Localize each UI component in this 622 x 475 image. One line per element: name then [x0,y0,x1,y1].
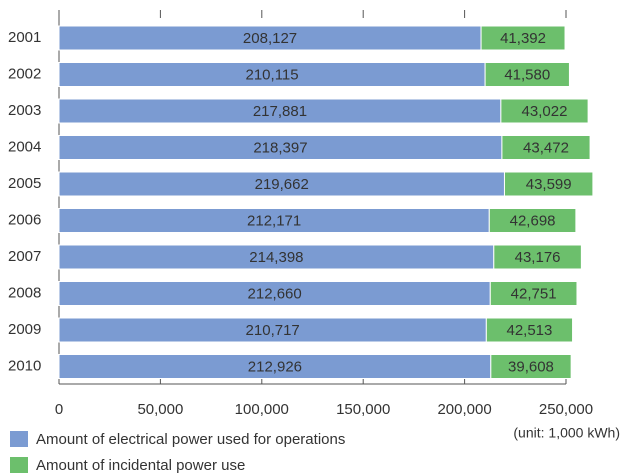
value-label: 212,926 [248,358,302,375]
y-tick-label: 2010 [8,357,41,374]
legend-swatch [10,431,28,447]
legend-label: Amount of electrical power used for oper… [36,431,345,448]
y-tick-label: 2006 [8,211,41,228]
bar-segment [58,244,495,270]
value-label: 43,472 [523,139,569,156]
bar-segment [501,135,591,160]
x-tick-label: 50,000 [137,401,183,418]
value-label: 42,698 [510,212,556,229]
bar-segment [490,354,572,379]
value-label: 218,397 [253,139,307,156]
value-label: 42,751 [511,285,557,302]
x-tick-label: 100,000 [235,401,289,418]
legend-swatch [10,457,28,473]
bar-segment [58,317,487,343]
x-tick-label: 250,000 [539,401,593,418]
value-label: 208,127 [243,30,297,47]
y-tick-label: 2009 [8,321,41,338]
bar-segment [493,244,582,270]
y-tick-label: 2002 [8,65,41,82]
unit-note: (unit: 1,000 kWh) [513,425,620,441]
value-label: 219,662 [255,176,309,193]
y-tick-label: 2005 [8,175,41,192]
value-label: 42,513 [506,322,552,339]
bar-segment [58,208,490,233]
bar-segment [485,317,574,343]
y-tick-label: 2007 [8,248,41,265]
bar-segment [58,62,486,87]
value-label: 217,881 [253,103,307,120]
bar-segment [58,135,503,160]
x-tick-label: 200,000 [437,401,491,418]
value-label: 43,176 [515,249,561,266]
bar-segment [489,281,578,306]
value-label: 41,580 [504,66,550,83]
legend-label: Amount of incidental power use [36,457,245,474]
bar-segment [58,281,491,306]
x-tick-label: 150,000 [336,401,390,418]
bar-segment [480,25,566,51]
value-label: 210,115 [246,66,299,83]
value-label: 212,171 [247,212,301,229]
value-label: 43,022 [522,103,568,120]
value-label: 41,392 [500,30,546,47]
value-label: 43,599 [526,176,572,193]
value-label: 214,398 [249,249,303,266]
bar-segment [488,208,577,233]
value-label: 39,608 [508,358,554,375]
value-label: 212,660 [248,285,302,302]
bar-segment [484,62,570,87]
y-tick-label: 2008 [8,284,41,301]
y-tick-label: 2004 [8,138,41,155]
x-tick-label: 0 [55,401,63,418]
y-tick-label: 2001 [8,29,41,46]
y-tick-label: 2003 [8,102,41,119]
value-label: 210,717 [246,322,300,339]
bar-segment [500,98,589,124]
bar-segment [503,171,594,197]
